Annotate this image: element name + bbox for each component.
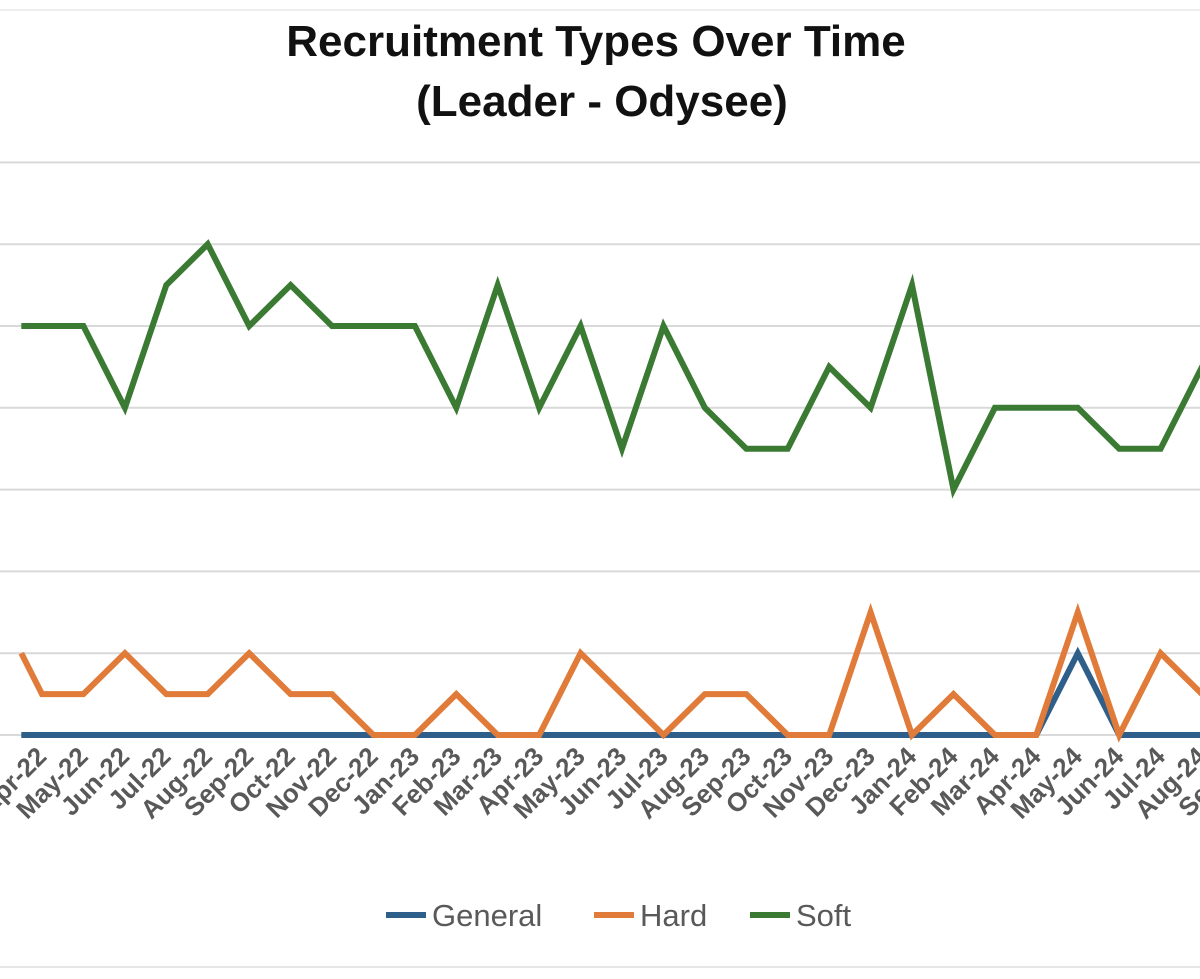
chart-title-line-1: Recruitment Types Over Time bbox=[286, 17, 905, 66]
legend: General Hard Soft bbox=[386, 898, 852, 933]
series-line-soft bbox=[21, 239, 1200, 499]
gridlines bbox=[0, 161, 1200, 736]
legend-label-soft: Soft bbox=[796, 898, 852, 933]
x-axis-tick-labels: Apr-22May-22Jun-22Jul-22Aug-22Sep-22Oct-… bbox=[0, 741, 1200, 825]
series-layer bbox=[18, 239, 1200, 743]
chart-title: Recruitment Types Over Time (Leader - Od… bbox=[286, 17, 905, 126]
legend-label-hard: Hard bbox=[640, 898, 707, 933]
series-line-hard bbox=[18, 602, 1200, 743]
legend-label-general: General bbox=[432, 898, 542, 933]
chart-title-line-2: (Leader - Odysee) bbox=[416, 77, 788, 126]
